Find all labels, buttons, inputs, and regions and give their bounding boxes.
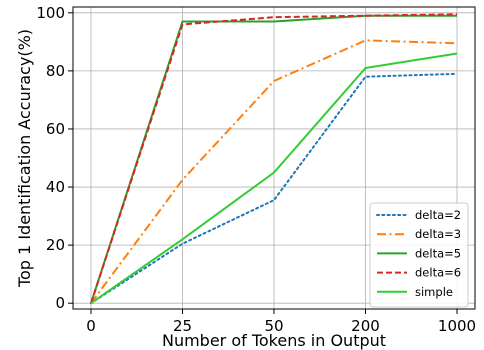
legend-label: simple <box>415 285 453 299</box>
y-tick-label: 40 <box>46 178 65 196</box>
y-tick-label: 100 <box>36 4 65 22</box>
y-tick-label: 60 <box>46 120 65 138</box>
y-axis-label: Top 1 Identification Accuracy(%) <box>15 29 34 288</box>
series-line-simple <box>90 52 458 305</box>
series-line-delta-3 <box>90 39 458 304</box>
legend: delta=2 delta=3 delta=5 delta=6 simple <box>369 202 469 308</box>
x-tick-label: 0 <box>86 317 96 335</box>
legend-label: delta=6 <box>415 266 461 280</box>
x-axis-label: Number of Tokens in Output <box>162 331 386 350</box>
y-tick-label: 20 <box>46 236 65 254</box>
x-tick-label: 25 <box>173 317 192 335</box>
x-tick-label: 50 <box>264 317 283 335</box>
y-tick-label: 80 <box>46 62 65 80</box>
series-line-delta-6 <box>90 13 458 304</box>
series-lines <box>90 13 458 305</box>
x-tick-label: 1000 <box>438 317 476 335</box>
legend-label: delta=2 <box>415 208 461 222</box>
y-tick-label: 0 <box>55 294 65 312</box>
legend-label: delta=5 <box>415 246 461 260</box>
series-line-delta-2 <box>90 72 458 305</box>
legend-box <box>369 202 469 308</box>
legend-label: delta=3 <box>415 227 461 241</box>
grid-lines <box>73 7 475 309</box>
x-tick-label: 200 <box>351 317 380 335</box>
